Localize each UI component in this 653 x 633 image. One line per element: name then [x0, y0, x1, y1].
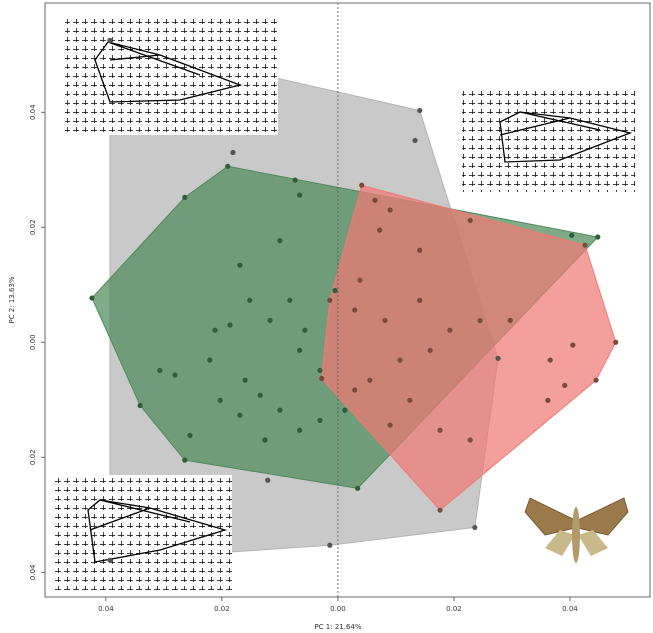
point — [230, 149, 236, 156]
point — [227, 322, 233, 328]
x-tick-label: 0.00 — [330, 605, 346, 613]
point — [417, 297, 423, 303]
point — [377, 227, 383, 233]
point — [292, 177, 298, 183]
inset-bottom-left — [52, 475, 232, 590]
x-tick-label: 0.04 — [98, 605, 114, 613]
point-layer — [89, 37, 619, 563]
point — [242, 377, 248, 383]
point — [137, 402, 143, 409]
point — [182, 194, 188, 200]
point — [187, 432, 193, 439]
point — [387, 207, 393, 213]
point — [352, 387, 358, 393]
point — [412, 137, 418, 144]
point — [157, 367, 163, 374]
point — [547, 357, 553, 363]
y-tick-label: 0.02 — [29, 449, 37, 465]
y-tick-label: 0.04 — [29, 104, 37, 120]
point — [207, 357, 213, 363]
point — [472, 524, 478, 531]
point — [495, 355, 501, 361]
point — [277, 407, 283, 413]
hull — [321, 184, 617, 511]
point — [297, 192, 303, 198]
point — [317, 417, 323, 424]
point — [342, 407, 348, 413]
point — [262, 437, 268, 443]
point — [397, 357, 403, 363]
point — [437, 507, 443, 513]
point — [319, 375, 325, 382]
point — [357, 277, 363, 283]
point — [212, 327, 218, 333]
point — [467, 217, 473, 223]
point — [107, 37, 113, 43]
point — [367, 377, 373, 383]
point — [297, 347, 303, 353]
point — [257, 392, 263, 398]
point — [417, 107, 423, 114]
x-tick-label: 0.04 — [562, 605, 578, 613]
insets — [52, 18, 635, 590]
point — [237, 262, 243, 268]
point — [372, 197, 378, 203]
point — [582, 242, 588, 248]
x-tick-label: 0.02 — [446, 605, 462, 613]
point — [545, 397, 551, 403]
point — [417, 247, 423, 253]
y-tick-label: 0.04 — [29, 564, 37, 580]
point — [467, 437, 473, 443]
point — [297, 427, 303, 433]
point — [107, 557, 113, 563]
point — [89, 295, 95, 301]
point — [613, 339, 619, 345]
point — [172, 372, 178, 378]
point — [355, 485, 361, 491]
point — [217, 397, 223, 403]
y-tick-label: 0.00 — [29, 334, 37, 350]
point — [427, 347, 433, 353]
point — [237, 412, 243, 418]
point — [437, 427, 443, 433]
point — [570, 342, 576, 348]
point — [352, 307, 358, 313]
point — [265, 477, 271, 483]
point — [327, 297, 333, 303]
point — [225, 163, 231, 169]
point — [182, 457, 188, 463]
point — [447, 327, 453, 333]
point — [477, 317, 483, 324]
point — [317, 367, 323, 374]
point — [562, 382, 568, 388]
point — [569, 232, 575, 238]
point — [382, 317, 388, 324]
hull-layer — [91, 39, 617, 561]
moth-image — [524, 497, 629, 563]
x-tick-label: 0.02 — [214, 605, 230, 613]
inset-top-left — [65, 18, 278, 135]
point — [595, 234, 601, 240]
point — [277, 237, 283, 244]
point — [407, 397, 413, 403]
point — [507, 317, 513, 324]
point — [593, 377, 599, 383]
point — [332, 287, 338, 294]
point — [287, 297, 293, 303]
point — [387, 422, 393, 428]
point — [359, 182, 365, 188]
y-axis-label: PC 2: 13.63% — [8, 276, 16, 323]
axis-layer: 0.04 0.02 0.00 0.02 0.04 0.04 0.02 0.00 0.02 0.04 — [29, 104, 578, 613]
inset-right — [462, 88, 635, 192]
x-axis-label: PC 1: 21.64% — [314, 623, 361, 631]
y-tick-label: 0.02 — [29, 219, 37, 235]
point — [327, 542, 333, 548]
point — [302, 327, 308, 333]
point — [247, 297, 253, 303]
point — [267, 317, 273, 324]
